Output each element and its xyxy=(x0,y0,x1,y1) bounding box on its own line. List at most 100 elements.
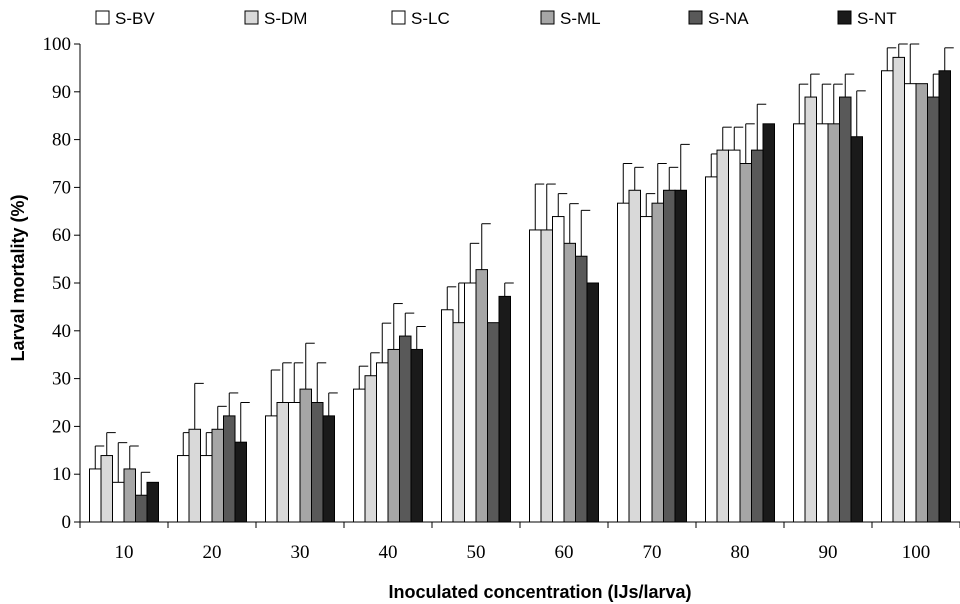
y-tick-label: 50 xyxy=(52,273,71,294)
bar-S-DM-30 xyxy=(276,402,289,523)
bar-S-LC-10 xyxy=(112,481,125,523)
y-tick-label: 0 xyxy=(62,512,72,533)
bar-S-LC-60 xyxy=(552,216,565,523)
bar-S-ML-50 xyxy=(475,269,488,523)
legend-swatch-S-NA xyxy=(688,10,703,25)
bar-S-NT-10 xyxy=(146,481,159,523)
x-tick-label: 70 xyxy=(643,542,662,563)
bar-S-BV-70 xyxy=(617,202,630,523)
legend: S-BV S-DM S-LC S-ML S-NA S-NT xyxy=(95,9,897,28)
bar-S-NA-100 xyxy=(927,96,940,523)
x-tick-label: 40 xyxy=(379,542,398,563)
bar-S-ML-40 xyxy=(387,348,400,523)
y-tick-label: 20 xyxy=(52,416,71,437)
bar-S-DM-100 xyxy=(892,56,905,523)
bar-S-DM-90 xyxy=(804,96,817,523)
bar-S-BV-30 xyxy=(265,415,278,523)
bar-S-ML-10 xyxy=(123,468,136,523)
bar-S-BV-10 xyxy=(89,468,102,523)
bar-S-ML-30 xyxy=(299,388,312,523)
legend-swatch-S-DM xyxy=(244,10,259,25)
bar-S-ML-100 xyxy=(915,83,928,523)
bar-S-BV-90 xyxy=(793,123,806,523)
bar-S-NT-70 xyxy=(674,189,687,523)
bar-S-LC-100 xyxy=(904,83,917,523)
bar-S-NT-100 xyxy=(938,70,951,523)
x-tick-label: 60 xyxy=(555,542,574,563)
legend-swatch-S-LC xyxy=(391,10,406,25)
bar-S-BV-50 xyxy=(441,309,454,523)
bar-S-LC-80 xyxy=(728,149,741,523)
y-axis-title: Larval mortality (%) xyxy=(8,194,28,361)
bar-S-NA-70 xyxy=(663,189,676,523)
bar-S-NA-40 xyxy=(399,335,412,523)
x-tick-label: 20 xyxy=(203,542,222,563)
bar-S-NA-80 xyxy=(751,149,764,523)
bar-S-LC-90 xyxy=(816,123,829,523)
bar-S-NA-90 xyxy=(839,96,852,523)
legend-swatch-S-NT xyxy=(837,10,852,25)
x-tick-label: 10 xyxy=(115,542,134,563)
bar-S-LC-20 xyxy=(200,455,213,523)
bar-S-NT-80 xyxy=(762,123,775,523)
x-tick-label: 80 xyxy=(731,542,750,563)
legend-swatch-S-ML xyxy=(540,10,555,25)
x-axis-title: Inoculated concentration (IJs/larva) xyxy=(388,582,691,602)
bar-S-NT-20 xyxy=(234,441,247,523)
x-tick-label: 50 xyxy=(467,542,486,563)
bar-S-ML-20 xyxy=(211,428,224,523)
bar-S-LC-50 xyxy=(464,282,477,523)
x-tick-label: 100 xyxy=(902,542,931,563)
y-tick-label: 80 xyxy=(52,130,71,151)
bar-S-NA-30 xyxy=(311,402,324,523)
y-tick-label: 10 xyxy=(52,464,71,485)
bar-S-BV-40 xyxy=(353,388,366,523)
bar-S-NT-60 xyxy=(586,282,599,523)
legend-swatch-S-BV xyxy=(95,10,110,25)
bar-S-NA-50 xyxy=(487,322,500,523)
x-tick-label: 90 xyxy=(819,542,838,563)
legend-label-S-LC: S-LC xyxy=(411,9,450,28)
y-tick-label: 70 xyxy=(52,177,71,198)
plot-area xyxy=(89,43,954,523)
bar-S-DM-80 xyxy=(716,149,729,523)
bar-S-DM-40 xyxy=(364,375,377,523)
legend-label-S-NA: S-NA xyxy=(708,9,749,28)
bar-S-NA-20 xyxy=(223,415,236,523)
y-tick-label: 100 xyxy=(43,34,72,55)
bar-S-ML-90 xyxy=(827,123,840,523)
bar-S-ML-60 xyxy=(563,242,576,523)
bar-S-BV-80 xyxy=(705,176,718,523)
bar-S-BV-60 xyxy=(529,229,542,523)
y-tick-label: 40 xyxy=(52,321,71,342)
bar-S-DM-60 xyxy=(540,229,553,523)
bar-S-BV-20 xyxy=(177,455,190,523)
legend-label-S-DM: S-DM xyxy=(264,9,307,28)
bar-S-DM-20 xyxy=(188,428,201,523)
bar-S-NT-40 xyxy=(410,348,423,523)
bar-S-NT-30 xyxy=(322,415,335,523)
legend-label-S-NT: S-NT xyxy=(857,9,897,28)
bar-S-NA-10 xyxy=(135,494,148,523)
bar-S-DM-70 xyxy=(628,189,641,523)
bar-S-LC-30 xyxy=(288,402,301,523)
bar-S-LC-40 xyxy=(376,362,389,523)
legend-label-S-ML: S-ML xyxy=(560,9,601,28)
x-tick-label: 30 xyxy=(291,542,310,563)
bar-S-BV-100 xyxy=(881,70,894,523)
y-tick-label: 30 xyxy=(52,369,71,390)
axes: 0 10 20 30 40 50 60 70 80 90 100 10 20 30 40 50 60 70 80 90… xyxy=(43,34,960,563)
bar-S-NT-50 xyxy=(498,295,511,523)
y-tick-label: 90 xyxy=(52,82,71,103)
bar-S-ML-70 xyxy=(651,202,664,523)
bar-S-LC-70 xyxy=(640,216,653,523)
bar-S-NT-90 xyxy=(850,136,863,523)
bar-S-ML-80 xyxy=(739,163,752,523)
legend-label-S-BV: S-BV xyxy=(115,9,155,28)
y-tick-label: 60 xyxy=(52,225,71,246)
bar-S-DM-10 xyxy=(100,455,113,523)
bar-S-DM-50 xyxy=(452,322,465,523)
bar-S-NA-60 xyxy=(575,255,588,523)
